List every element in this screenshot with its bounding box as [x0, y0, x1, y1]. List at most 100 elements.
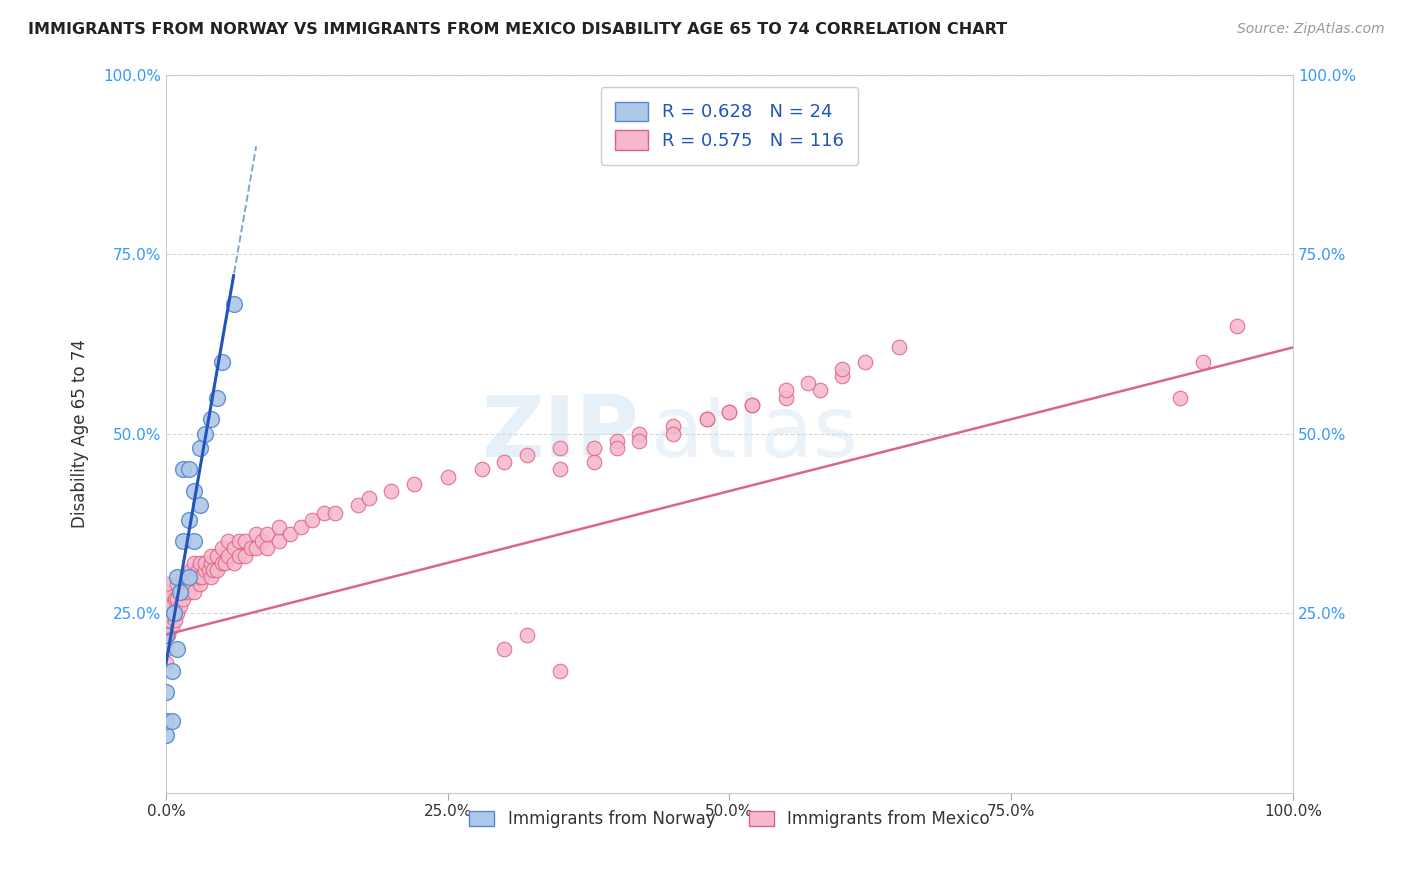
Point — [155, 685, 177, 699]
Point — [155, 613, 177, 627]
Point — [157, 613, 180, 627]
Point — [278, 527, 301, 541]
Point — [211, 541, 233, 556]
Point — [436, 469, 458, 483]
Point — [797, 376, 820, 391]
Point — [211, 355, 233, 369]
Point — [155, 620, 177, 634]
Point — [194, 426, 217, 441]
Point — [267, 520, 290, 534]
Point — [516, 628, 538, 642]
Point — [180, 563, 202, 577]
Point — [160, 714, 183, 728]
Point — [155, 584, 177, 599]
Point — [163, 613, 186, 627]
Point — [169, 599, 191, 613]
Point — [628, 434, 651, 448]
Point — [323, 506, 346, 520]
Point — [188, 570, 211, 584]
Point — [205, 549, 228, 563]
Point — [200, 412, 222, 426]
Point — [186, 570, 208, 584]
Point — [494, 642, 516, 657]
Point — [160, 620, 183, 634]
Point — [183, 570, 205, 584]
Point — [166, 642, 188, 657]
Point — [301, 513, 323, 527]
Point — [177, 584, 200, 599]
Point — [155, 591, 177, 606]
Point — [191, 570, 214, 584]
Point — [494, 455, 516, 469]
Point — [718, 405, 741, 419]
Point — [228, 534, 250, 549]
Point — [169, 584, 191, 599]
Point — [155, 584, 177, 599]
Point — [808, 384, 831, 398]
Point — [256, 541, 278, 556]
Point — [228, 549, 250, 563]
Point — [380, 483, 402, 498]
Point — [217, 549, 239, 563]
Point — [172, 570, 194, 584]
Point — [222, 556, 245, 570]
Point — [155, 642, 177, 657]
Point — [194, 563, 217, 577]
Point — [180, 577, 202, 591]
Point — [160, 664, 183, 678]
Point — [662, 426, 685, 441]
Point — [267, 534, 290, 549]
Point — [183, 584, 205, 599]
Point — [853, 355, 876, 369]
Point — [775, 384, 797, 398]
Point — [516, 448, 538, 462]
Point — [177, 570, 200, 584]
Y-axis label: Disability Age 65 to 74: Disability Age 65 to 74 — [72, 339, 89, 528]
Point — [775, 391, 797, 405]
Point — [188, 441, 211, 455]
Point — [250, 534, 273, 549]
Point — [194, 556, 217, 570]
Point — [155, 606, 177, 620]
Point — [718, 405, 741, 419]
Point — [163, 591, 186, 606]
Point — [172, 591, 194, 606]
Point — [245, 527, 267, 541]
Point — [402, 476, 425, 491]
Point — [177, 513, 200, 527]
Point — [157, 628, 180, 642]
Point — [155, 628, 177, 642]
Point — [470, 462, 492, 476]
Point — [163, 606, 186, 620]
Text: Source: ZipAtlas.com: Source: ZipAtlas.com — [1237, 22, 1385, 37]
Point — [696, 412, 718, 426]
Point — [172, 534, 194, 549]
Point — [887, 340, 910, 354]
Point — [741, 398, 763, 412]
Point — [550, 462, 572, 476]
Point — [160, 599, 183, 613]
Point — [239, 541, 262, 556]
Point — [188, 556, 211, 570]
Point — [200, 556, 222, 570]
Point — [214, 556, 236, 570]
Point — [166, 591, 188, 606]
Point — [155, 714, 177, 728]
Text: atlas: atlas — [651, 392, 859, 475]
Text: IMMIGRANTS FROM NORWAY VS IMMIGRANTS FROM MEXICO DISABILITY AGE 65 TO 74 CORRELA: IMMIGRANTS FROM NORWAY VS IMMIGRANTS FRO… — [28, 22, 1007, 37]
Point — [174, 584, 197, 599]
Point — [200, 570, 222, 584]
Point — [233, 534, 256, 549]
Point — [166, 606, 188, 620]
Legend: Immigrants from Norway, Immigrants from Mexico: Immigrants from Norway, Immigrants from … — [463, 804, 997, 835]
Point — [205, 563, 228, 577]
Point — [628, 426, 651, 441]
Point — [202, 563, 225, 577]
Point — [741, 398, 763, 412]
Point — [177, 462, 200, 476]
Point — [346, 499, 368, 513]
Point — [550, 664, 572, 678]
Point — [200, 549, 222, 563]
Point — [312, 506, 335, 520]
Point — [188, 499, 211, 513]
